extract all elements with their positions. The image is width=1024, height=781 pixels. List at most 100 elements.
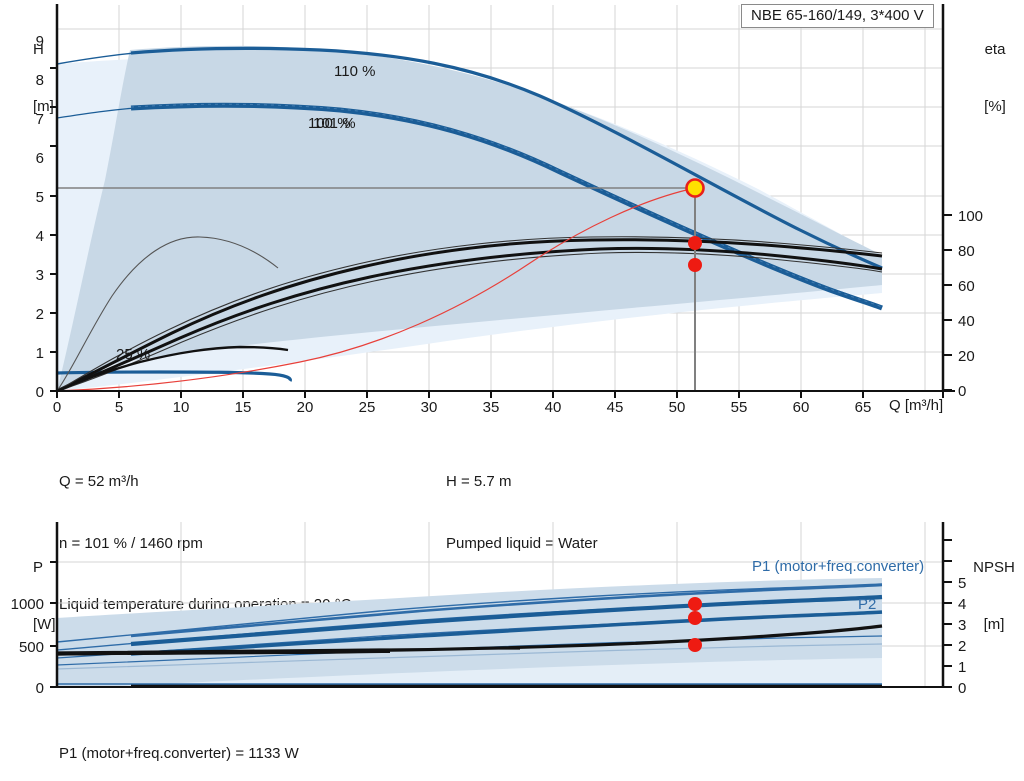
svg-text:1: 1: [958, 659, 966, 676]
head-chart: 0 5 10 15 20 25 30 35 40 45 50 55 60 65 …: [36, 4, 983, 416]
curve-npsh: [57, 624, 883, 656]
svg-text:2: 2: [958, 638, 966, 655]
svg-text:5: 5: [115, 399, 123, 416]
curve-p2-duty: [130, 610, 883, 656]
head-y-axis-title-line1: H: [33, 41, 44, 58]
svg-text:3: 3: [958, 617, 966, 634]
svg-text:20: 20: [297, 399, 314, 416]
curve-eta-thin-a: [57, 236, 883, 391]
head-y-tick-label-8: 8: [36, 72, 44, 89]
head-y-tick-label-4: 4: [36, 228, 44, 245]
head-x-tick-labels: 0 5 10 15 20 25 30 35 40 45 50 55 60 65: [53, 399, 872, 416]
power-info-line-1: P1 (motor+freq.converter) = 1133 W: [59, 745, 299, 762]
head-y-axis-title: H [m]: [33, 2, 54, 154]
curve-p1-envelope: [57, 583, 883, 643]
power-info: P1 (motor+freq.converter) = 1133 W P2 = …: [59, 703, 299, 781]
curve-npsh-25: [57, 651, 371, 656]
duty-info-right-line-1: H = 5.7 m: [446, 473, 512, 490]
svg-text:500: 500: [19, 639, 44, 656]
curve-h-101-duty: [130, 102, 883, 311]
svg-text:65: 65: [855, 399, 872, 416]
head-y-axis-title-line2: [m]: [33, 98, 54, 115]
svg-text:40: 40: [545, 399, 562, 416]
svg-text:30: 30: [421, 399, 438, 416]
head-right-axis-title-line1: eta: [984, 41, 1006, 58]
curve-h-110-thick: [130, 46, 883, 270]
power-right-axis-title-line1: NPSH: [973, 559, 1015, 576]
curve-eta-25: [57, 345, 289, 391]
head-y-ticks: [50, 67, 57, 392]
curve-label-25: 25 %: [116, 346, 150, 363]
svg-text:0: 0: [958, 383, 966, 400]
head-curves: [57, 46, 883, 391]
head-y-tick-label-3: 3: [36, 267, 44, 284]
svg-text:10: 10: [173, 399, 190, 416]
duty-point-marker[interactable]: [685, 178, 705, 198]
curve-label-101: 101 %: [313, 115, 356, 132]
power-chart: 1000 500 0 5 4 3 2 1 0 P1 (motor+freq.co…: [11, 522, 966, 697]
p2-duty-dot: [688, 611, 702, 625]
svg-text:50: 50: [669, 399, 686, 416]
svg-text:0: 0: [36, 680, 44, 697]
svg-text:35: 35: [483, 399, 500, 416]
curve-label-p2: P2: [858, 596, 876, 613]
power-right-ticks: [943, 539, 952, 688]
curve-label-p1: P1 (motor+freq.converter): [752, 558, 924, 575]
head-y-tick-label-5: 5: [36, 189, 44, 206]
svg-text:40: 40: [958, 313, 975, 330]
head-right-tick-labels: 100 80 60 40 20 0: [958, 208, 983, 400]
curve-label-100: 100 %: [308, 115, 351, 132]
power-right-tick-labels: 5 4 3 2 1 0: [958, 575, 966, 697]
eta-pump-duty-dot: [688, 236, 702, 250]
duty-info-right-line-2: Pumped liquid = Water: [446, 534, 598, 552]
svg-text:4: 4: [958, 596, 966, 613]
curve-eta-thin-b: [57, 251, 883, 391]
curve-p-25-envelope-a: [57, 635, 883, 666]
head-y-tick-label-9: 9: [36, 33, 44, 50]
power-y-axis-title-line1: P: [33, 559, 44, 576]
eta-total-duty-dot: [688, 258, 702, 272]
svg-text:60: 60: [958, 278, 975, 295]
curve-p1-duty: [130, 594, 883, 647]
duty-info-left-line-1: Q = 52 m³/h: [59, 473, 139, 490]
svg-text:1000: 1000: [11, 596, 44, 613]
power-y-axis-title-line2: [W]: [33, 616, 56, 633]
curve-eta-pump: [57, 238, 883, 391]
svg-text:25: 25: [359, 399, 376, 416]
svg-text:20: 20: [958, 348, 975, 365]
svg-text:0: 0: [53, 399, 61, 416]
curve-label-110: 110 %: [334, 63, 375, 80]
svg-text:80: 80: [958, 243, 975, 260]
power-y-tick-labels: 1000 500 0: [11, 596, 44, 697]
head-y-tick-label-7: 7: [36, 111, 44, 128]
svg-text:15: 15: [235, 399, 252, 416]
head-right-ticks: [943, 214, 952, 391]
npsh-duty-dot: [688, 638, 702, 652]
chart-title-box: NBE 65-160/149, 3*400 V: [741, 4, 934, 28]
head-y-tick-label-2: 2: [36, 306, 44, 323]
svg-text:60: 60: [793, 399, 810, 416]
power-right-axis-title: NPSH [m]: [966, 520, 1022, 672]
svg-text:100: 100: [958, 208, 983, 225]
head-right-axis-title: eta [%]: [970, 2, 1020, 154]
curve-system-red: [57, 187, 696, 391]
power-y-axis-title: P [W]: [33, 520, 56, 672]
head-x-axis-title: Q [m³/h]: [889, 397, 944, 414]
head-right-axis-title-line2: [%]: [984, 98, 1006, 115]
power-right-axis-title-line2: [m]: [983, 616, 1005, 633]
curve-eta-25-inner: [57, 236, 279, 391]
svg-text:0: 0: [958, 680, 966, 697]
svg-text:55: 55: [731, 399, 748, 416]
svg-text:45: 45: [607, 399, 624, 416]
power-y-ticks: [50, 561, 57, 688]
head-y-tick-label-1: 1: [36, 345, 44, 362]
duty-info-left-line-2: n = 101 % / 1460 rpm: [59, 534, 203, 552]
head-x-ticks: [56, 391, 944, 398]
head-y-tick-label-0: 0: [36, 384, 44, 401]
p1-duty-dot: [688, 597, 702, 611]
head-y-tick-label-6: 6: [36, 150, 44, 167]
curve-eta-total: [57, 246, 883, 391]
head-y-tick-labels: 0 1 2 3 4 5 6 7 8 9: [36, 33, 44, 401]
curve-p-25-envelope-b: [57, 643, 883, 670]
